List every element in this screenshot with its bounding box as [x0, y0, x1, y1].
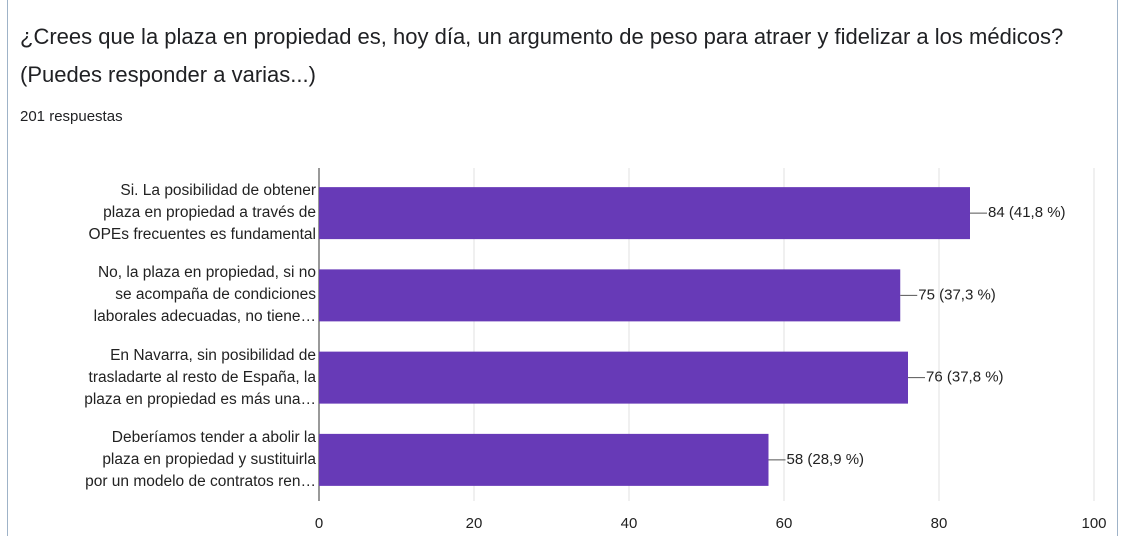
bar [319, 351, 908, 404]
value-label: 58 (28,9 %) [787, 451, 865, 468]
x-tick-label: 40 [621, 515, 638, 532]
category-label: Si. La posibilidad de obtener plaza en p… [88, 182, 316, 244]
x-tick-label: 0 [315, 515, 323, 532]
value-label: 76 (37,8 %) [926, 369, 1004, 386]
value-label: 75 (37,3 %) [918, 286, 996, 303]
chart-title: ¿Crees que la plaza en propiedad es, hoy… [20, 24, 1064, 87]
x-tick-label: 60 [776, 515, 793, 532]
value-label: 84 (41,8 %) [988, 204, 1066, 221]
bar [319, 269, 901, 322]
card [7, 0, 1118, 536]
x-tick-label: 20 [466, 515, 483, 532]
x-tick-label: 80 [931, 515, 948, 532]
category-label: En Navarra, sin posibilidad de trasladar… [84, 346, 316, 408]
bar [319, 187, 970, 240]
bar [319, 433, 769, 486]
chart-subtitle: 201 respuestas [20, 108, 123, 125]
category-label: No, la plaza en propiedad, si no se acom… [93, 264, 316, 326]
category-label: Deberíamos tender a abolir la plaza en p… [85, 428, 316, 490]
x-tick-label: 100 [1081, 515, 1106, 532]
